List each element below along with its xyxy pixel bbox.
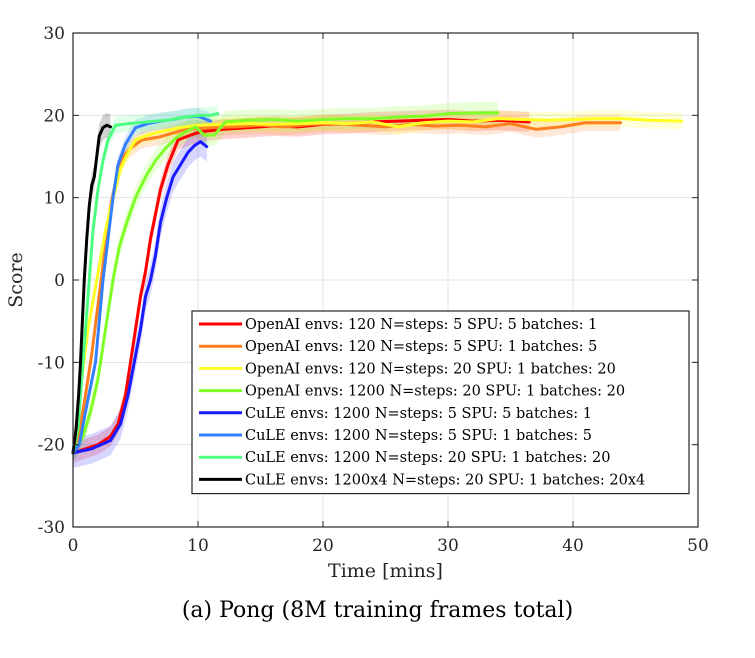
y-tick-label: -20 xyxy=(38,436,65,456)
legend-label: OpenAI envs: 120 N=steps: 5 SPU: 1 batch… xyxy=(245,339,597,355)
figure-caption: (a) Pong (8M training frames total) xyxy=(181,598,574,623)
legend-item: OpenAI envs: 120 N=steps: 5 SPU: 5 batch… xyxy=(199,317,597,333)
legend-item: OpenAI envs: 1200 N=steps: 20 SPU: 1 bat… xyxy=(199,384,625,400)
series-line-2 xyxy=(71,117,684,455)
legend-item: CuLE envs: 1200 N=steps: 5 SPU: 5 batche… xyxy=(199,406,592,422)
series-line-4 xyxy=(71,140,209,455)
y-axis-label: Score xyxy=(5,252,27,307)
legend-item: CuLE envs: 1200x4 N=steps: 20 SPU: 1 bat… xyxy=(199,472,645,488)
y-tick-label: 0 xyxy=(54,271,65,291)
y-tick-label: 20 xyxy=(43,106,65,126)
legend-box xyxy=(191,310,690,495)
y-tick-label: -30 xyxy=(38,518,65,538)
series-line-7 xyxy=(71,123,112,455)
series-line-0 xyxy=(71,117,531,455)
x-tick-label: 50 xyxy=(687,536,709,556)
x-axis-label: Time [mins] xyxy=(328,560,443,582)
legend-label: CuLE envs: 1200 N=steps: 5 SPU: 5 batche… xyxy=(245,406,592,422)
x-tick-label: 30 xyxy=(437,536,459,556)
series-lines xyxy=(71,111,684,455)
legend-item: CuLE envs: 1200 N=steps: 5 SPU: 1 batche… xyxy=(199,428,592,444)
x-tick-label: 40 xyxy=(562,536,584,556)
x-tick-label: 20 xyxy=(312,536,334,556)
legend-label: CuLE envs: 1200 N=steps: 20 SPU: 1 batch… xyxy=(245,450,610,466)
series-line-6 xyxy=(71,112,220,455)
legend-label: OpenAI envs: 120 N=steps: 20 SPU: 1 batc… xyxy=(245,361,616,377)
legend-label: OpenAI envs: 120 N=steps: 5 SPU: 5 batch… xyxy=(245,317,597,333)
x-tick-label: 10 xyxy=(187,536,209,556)
legend-item: OpenAI envs: 120 N=steps: 5 SPU: 1 batch… xyxy=(199,339,597,355)
axis-ticks: 0 10 20 30 40 50 -30 -20 -10 0 10 20 30 xyxy=(38,24,709,556)
legend-label: CuLE envs: 1200x4 N=steps: 20 SPU: 1 bat… xyxy=(245,472,645,488)
series-band-4 xyxy=(73,126,207,468)
legend-item: CuLE envs: 1200 N=steps: 20 SPU: 1 batch… xyxy=(199,450,610,466)
legend-label: OpenAI envs: 1200 N=steps: 20 SPU: 1 bat… xyxy=(245,384,625,400)
y-tick-label: -10 xyxy=(38,353,65,373)
series-line-3 xyxy=(71,111,500,455)
legend: OpenAI envs: 120 N=steps: 5 SPU: 5 batch… xyxy=(191,310,690,495)
y-tick-label: 30 xyxy=(43,24,65,44)
series-line-1 xyxy=(71,121,622,455)
legend-label: CuLE envs: 1200 N=steps: 5 SPU: 1 batche… xyxy=(245,428,592,444)
y-tick-label: 10 xyxy=(43,189,65,209)
x-tick-label: 0 xyxy=(68,536,79,556)
legend-item: OpenAI envs: 120 N=steps: 20 SPU: 1 batc… xyxy=(199,361,616,377)
